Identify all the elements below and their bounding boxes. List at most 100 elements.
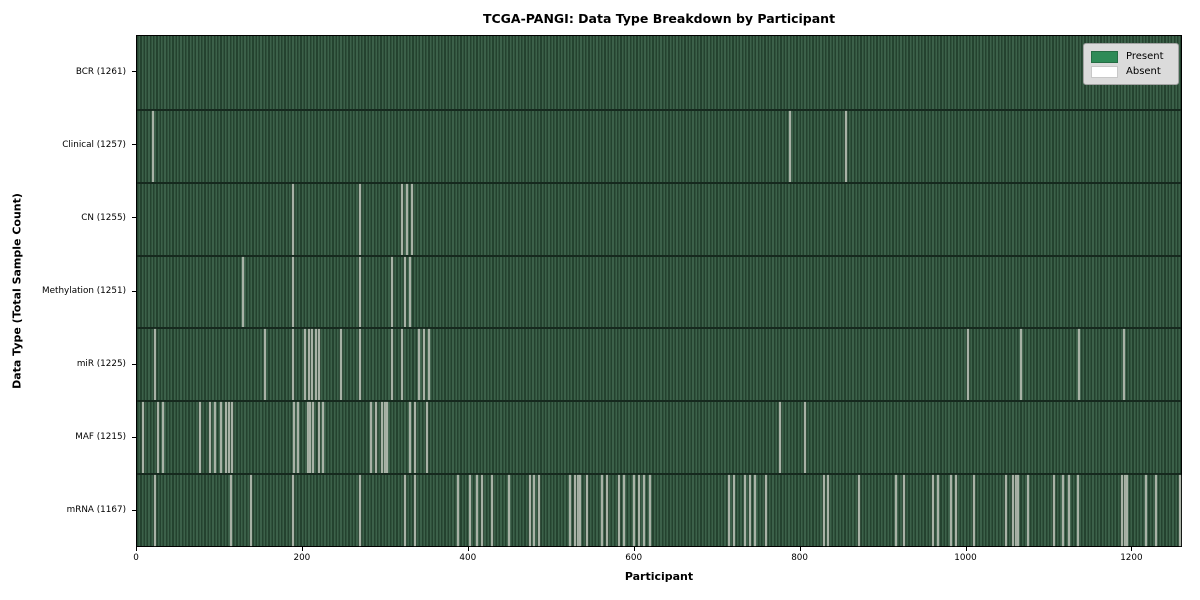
absent-mark [476,475,479,546]
absent-mark [1078,329,1081,401]
x-axis: 0 200 400 600 800 1000 1200 [133,547,1182,567]
row-bcr [137,36,1181,109]
absent-mark [307,329,310,401]
absent-mark [1017,475,1020,546]
absent-mark [423,329,426,401]
absent-mark [858,475,861,546]
absent-mark [1020,329,1023,401]
absent-mark [481,475,484,546]
absent-mark [418,329,421,401]
absent-mark [1126,475,1129,546]
absent-mark [403,256,406,328]
absent-mark [637,475,640,546]
x-tick-label: 200 [293,553,311,563]
absent-mark [822,475,825,546]
x-tick-label: 1200 [1120,553,1143,563]
absent-mark [209,402,212,474]
present-swatch [1091,50,1118,63]
absent-mark [318,402,321,474]
absent-mark [391,329,394,401]
absent-mark [804,402,807,474]
absent-mark [339,329,342,401]
absent-mark [224,402,227,474]
x-tick-mark [136,547,137,551]
x-tick-label: 800 [791,553,808,563]
absent-mark [358,329,361,401]
row-maf [137,400,1181,474]
absent-mark [966,329,969,401]
absent-mark [507,475,510,546]
absent-mark [456,475,459,546]
x-tick-label: 600 [625,553,643,563]
y-tick-label: Methylation (1251) [42,286,126,296]
row-cn [137,181,1181,255]
chart-title: TCGA-PANGI: Data Type Breakdown by Parti… [482,11,836,26]
absent-mark [249,475,252,546]
absent-mark [1004,475,1007,546]
y-tick-mark [132,509,136,511]
x-tick-label: 1000 [954,553,977,563]
absent-mark [779,402,782,474]
x-tick-mark [799,547,801,551]
absent-mark [291,256,294,328]
absent-mark [413,475,416,546]
absent-mark [406,183,409,255]
absent-mark [161,402,164,474]
absent-mark [973,475,976,546]
absent-mark [1061,475,1064,546]
absent-mark [321,402,324,474]
absent-mark [753,475,756,546]
absent-mark [733,475,736,546]
legend-item-absent: Absent [1091,64,1171,79]
absent-mark [1014,475,1017,546]
absent-mark [153,475,156,546]
absent-mark [950,475,952,546]
absent-mark [293,402,296,474]
absent-mark [528,475,531,546]
y-tick-mark [132,290,136,292]
absent-mark [1076,475,1079,546]
x-tick-mark [965,547,967,551]
absent-mark [902,475,905,546]
y-tick-label: MAF (1215) [75,432,126,443]
absent-mark [1052,475,1055,546]
absent-mark [605,475,608,546]
absent-mark [156,402,159,474]
absent-mark [743,475,746,546]
absent-mark [401,183,404,255]
absent-mark [642,475,645,546]
absent-mark [309,402,312,474]
absent-mark [358,183,361,255]
absent-mark [311,402,314,474]
y-tick-label: mRNA (1167) [66,505,126,516]
absent-mark [291,475,294,546]
y-tick-mark [132,436,136,438]
absent-mark [291,329,294,401]
absent-mark [1123,475,1126,546]
absent-mark [788,110,791,182]
absent-mark [310,329,313,401]
absent-mark [1154,475,1157,546]
x-tick-mark [1131,547,1133,551]
x-tick-label: 0 [133,553,139,563]
absent-mark [229,475,232,546]
absent-mark [141,402,144,474]
absent-mark [358,256,361,328]
absent-mark [242,256,245,328]
y-tick-mark [132,144,136,146]
absent-mark [151,110,154,182]
y-tick-mark [132,217,136,219]
absent-mark [358,475,361,546]
absent-mark [386,402,389,474]
absent-mark [409,402,412,474]
absent-mark [954,475,957,546]
absent-mark [374,402,377,474]
absent-mark [622,475,625,546]
absent-mark [569,475,572,546]
absent-mark [381,402,384,474]
absent-mark [585,475,588,546]
absent-mark [411,183,414,255]
absent-mark [574,475,577,546]
legend: Present Absent [1083,43,1179,85]
